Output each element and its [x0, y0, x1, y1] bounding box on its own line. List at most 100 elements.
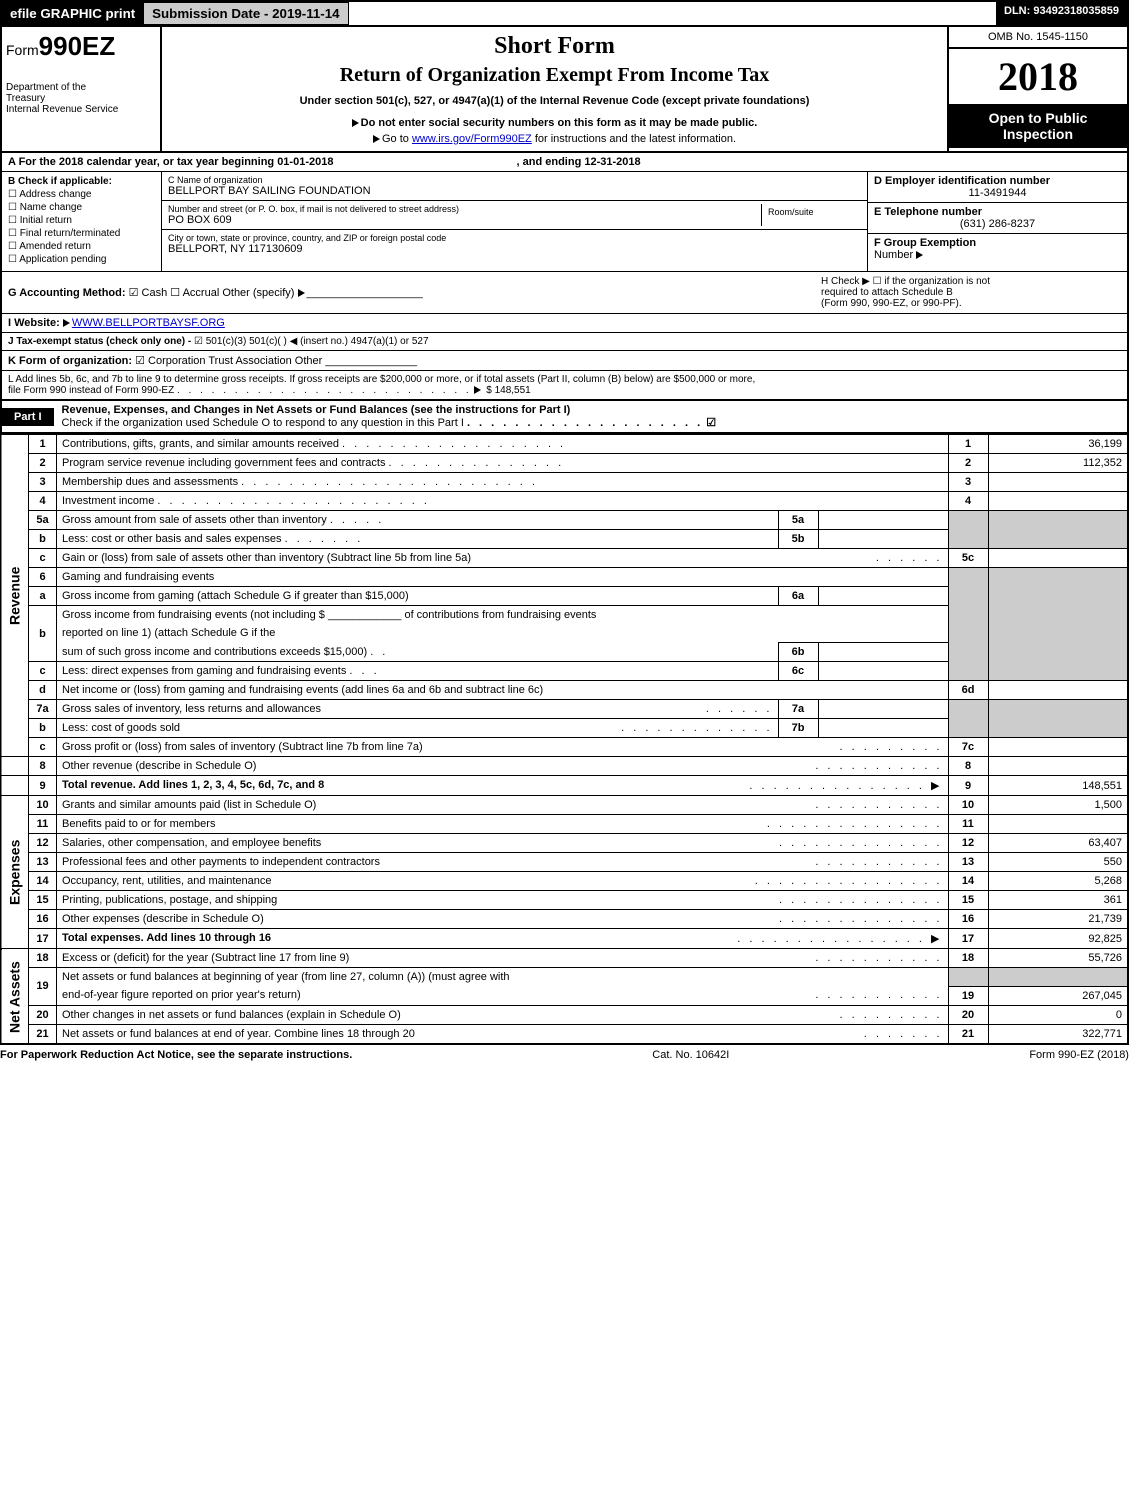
footer-right: Form 990-EZ (2018)	[1029, 1049, 1129, 1061]
line-no: 7a	[29, 700, 57, 719]
line-desc: Net assets or fund balances at beginning…	[57, 968, 949, 987]
mini-line-no: 7a	[778, 700, 818, 719]
goto-link[interactable]: www.irs.gov/Form990EZ	[412, 133, 532, 145]
line-desc: sum of such gross income and contributio…	[57, 643, 779, 662]
dots: . . . . . . . . . . . . . . . . . . . .	[467, 417, 703, 429]
line-no: 11	[29, 815, 57, 834]
k-label: K Form of organization:	[8, 355, 132, 367]
tax-exempt-row: J Tax-exempt status (check only one) - 5…	[2, 333, 1127, 351]
check-final-return[interactable]: Final return/terminated	[8, 228, 155, 239]
line-no: 19	[29, 968, 57, 1006]
table-row: 14 Occupancy, rent, utilities, and maint…	[1, 872, 1128, 891]
line-num: 18	[948, 949, 988, 968]
schedule-o-checkbox[interactable]	[706, 417, 716, 429]
line-num: 19	[948, 986, 988, 1005]
mini-line-no: 6c	[778, 662, 818, 681]
table-row: c Gain or (loss) from sale of assets oth…	[1, 549, 1128, 568]
line-value	[988, 757, 1128, 776]
shaded-cell	[988, 700, 1128, 738]
line-desc: Printing, publications, postage, and shi…	[57, 891, 949, 910]
line-num: 2	[948, 454, 988, 473]
line-value: 36,199	[988, 435, 1128, 454]
line-no: c	[29, 549, 57, 568]
line-num: 17	[948, 929, 988, 949]
triangle-icon	[916, 251, 923, 259]
line-value: 148,551	[988, 776, 1128, 796]
mini-line-value	[818, 587, 948, 606]
line-value: 55,726	[988, 949, 1128, 968]
line-desc: Membership dues and assessments . . . . …	[57, 473, 949, 492]
line-no: b	[29, 530, 57, 549]
efile-print-button[interactable]: efile GRAPHIC print	[2, 2, 143, 25]
triangle-icon	[474, 386, 481, 394]
form-header: Form990EZ Department of the Treasury Int…	[0, 27, 1129, 153]
top-bar-left: efile GRAPHIC print Submission Date - 20…	[2, 2, 349, 25]
line-desc: Grants and similar amounts paid (list in…	[57, 796, 949, 815]
line-value: 0	[988, 1005, 1128, 1024]
line-no: 3	[29, 473, 57, 492]
line-num: 9	[948, 776, 988, 796]
submission-date-button[interactable]: Submission Date - 2019-11-14	[143, 2, 348, 25]
line-no: 4	[29, 492, 57, 511]
line-num: 11	[948, 815, 988, 834]
h-check-block: H Check ▶ if the organization is not req…	[821, 276, 1121, 309]
check-name-change[interactable]: Name change	[8, 202, 155, 213]
table-row: 5a Gross amount from sale of assets othe…	[1, 511, 1128, 530]
cash-checkbox[interactable]: Cash	[129, 287, 168, 299]
k-corp-checkbox[interactable]	[135, 355, 148, 367]
j-501c3-checkbox[interactable]	[194, 336, 206, 347]
line-num: 3	[948, 473, 988, 492]
table-row: 16 Other expenses (describe in Schedule …	[1, 910, 1128, 929]
table-row: 2 Program service revenue including gove…	[1, 454, 1128, 473]
accrual-checkbox[interactable]: Accrual	[170, 287, 219, 299]
dept-line3: Internal Revenue Service	[6, 104, 156, 115]
line-value: 63,407	[988, 834, 1128, 853]
mini-line-no: 5b	[778, 530, 818, 549]
line-desc: Professional fees and other payments to …	[57, 853, 949, 872]
dept-line2: Treasury	[6, 93, 156, 104]
omb-number: OMB No. 1545-1150	[949, 27, 1127, 49]
city-label: City or town, state or province, country…	[168, 233, 861, 243]
h-checkbox[interactable]	[873, 276, 885, 287]
line-desc: Excess or (deficit) for the year (Subtra…	[57, 949, 949, 968]
top-bar: efile GRAPHIC print Submission Date - 20…	[0, 0, 1129, 27]
ein-block: D Employer identification number 11-3491…	[868, 172, 1127, 203]
shaded-cell	[988, 511, 1128, 549]
line-no: 13	[29, 853, 57, 872]
phone-value: (631) 286-8237	[874, 218, 1121, 230]
line-desc: end-of-year figure reported on prior yea…	[57, 986, 949, 1005]
shaded-cell	[948, 700, 988, 738]
e-label: E Telephone number	[874, 206, 982, 218]
table-row: 8 Other revenue (describe in Schedule O)…	[1, 757, 1128, 776]
check-application-pending[interactable]: Application pending	[8, 254, 155, 265]
table-row: 15 Printing, publications, postage, and …	[1, 891, 1128, 910]
line-desc: Other changes in net assets or fund bala…	[57, 1005, 949, 1024]
footer-left: For Paperwork Reduction Act Notice, see …	[0, 1049, 352, 1061]
table-row: Revenue 1 Contributions, gifts, grants, …	[1, 435, 1128, 454]
line-desc: Occupancy, rent, utilities, and maintena…	[57, 872, 949, 891]
line-num: 16	[948, 910, 988, 929]
line-desc: Gaming and fundraising events	[57, 568, 949, 587]
line-desc: Gross income from gaming (attach Schedul…	[57, 587, 779, 606]
under-section-text: Under section 501(c), 527, or 4947(a)(1)…	[172, 95, 937, 107]
mini-line-no: 6b	[778, 643, 818, 662]
revenue-side-continued	[1, 757, 29, 776]
goto-text: Go to www.irs.gov/Form990EZ for instruct…	[172, 133, 937, 145]
mini-line-value	[818, 700, 948, 719]
line-desc: Program service revenue including govern…	[57, 454, 949, 473]
line-no: 15	[29, 891, 57, 910]
line-desc: Investment income . . . . . . . . . . . …	[57, 492, 949, 511]
part1-table: Revenue 1 Contributions, gifts, grants, …	[0, 434, 1129, 1045]
footer-center: Cat. No. 10642I	[652, 1049, 729, 1061]
line-no: 10	[29, 796, 57, 815]
line-no: a	[29, 587, 57, 606]
table-row: 4 Investment income . . . . . . . . . . …	[1, 492, 1128, 511]
revenue-side-continued	[1, 776, 29, 796]
f-label: F Group Exemption	[874, 237, 976, 249]
line-no: b	[29, 719, 57, 738]
website-link[interactable]: WWW.BELLPORTBAYSF.ORG	[72, 317, 225, 329]
part1-title-text: Revenue, Expenses, and Changes in Net As…	[62, 404, 571, 416]
check-amended-return[interactable]: Amended return	[8, 241, 155, 252]
check-address-change[interactable]: Address change	[8, 189, 155, 200]
check-initial-return[interactable]: Initial return	[8, 215, 155, 226]
